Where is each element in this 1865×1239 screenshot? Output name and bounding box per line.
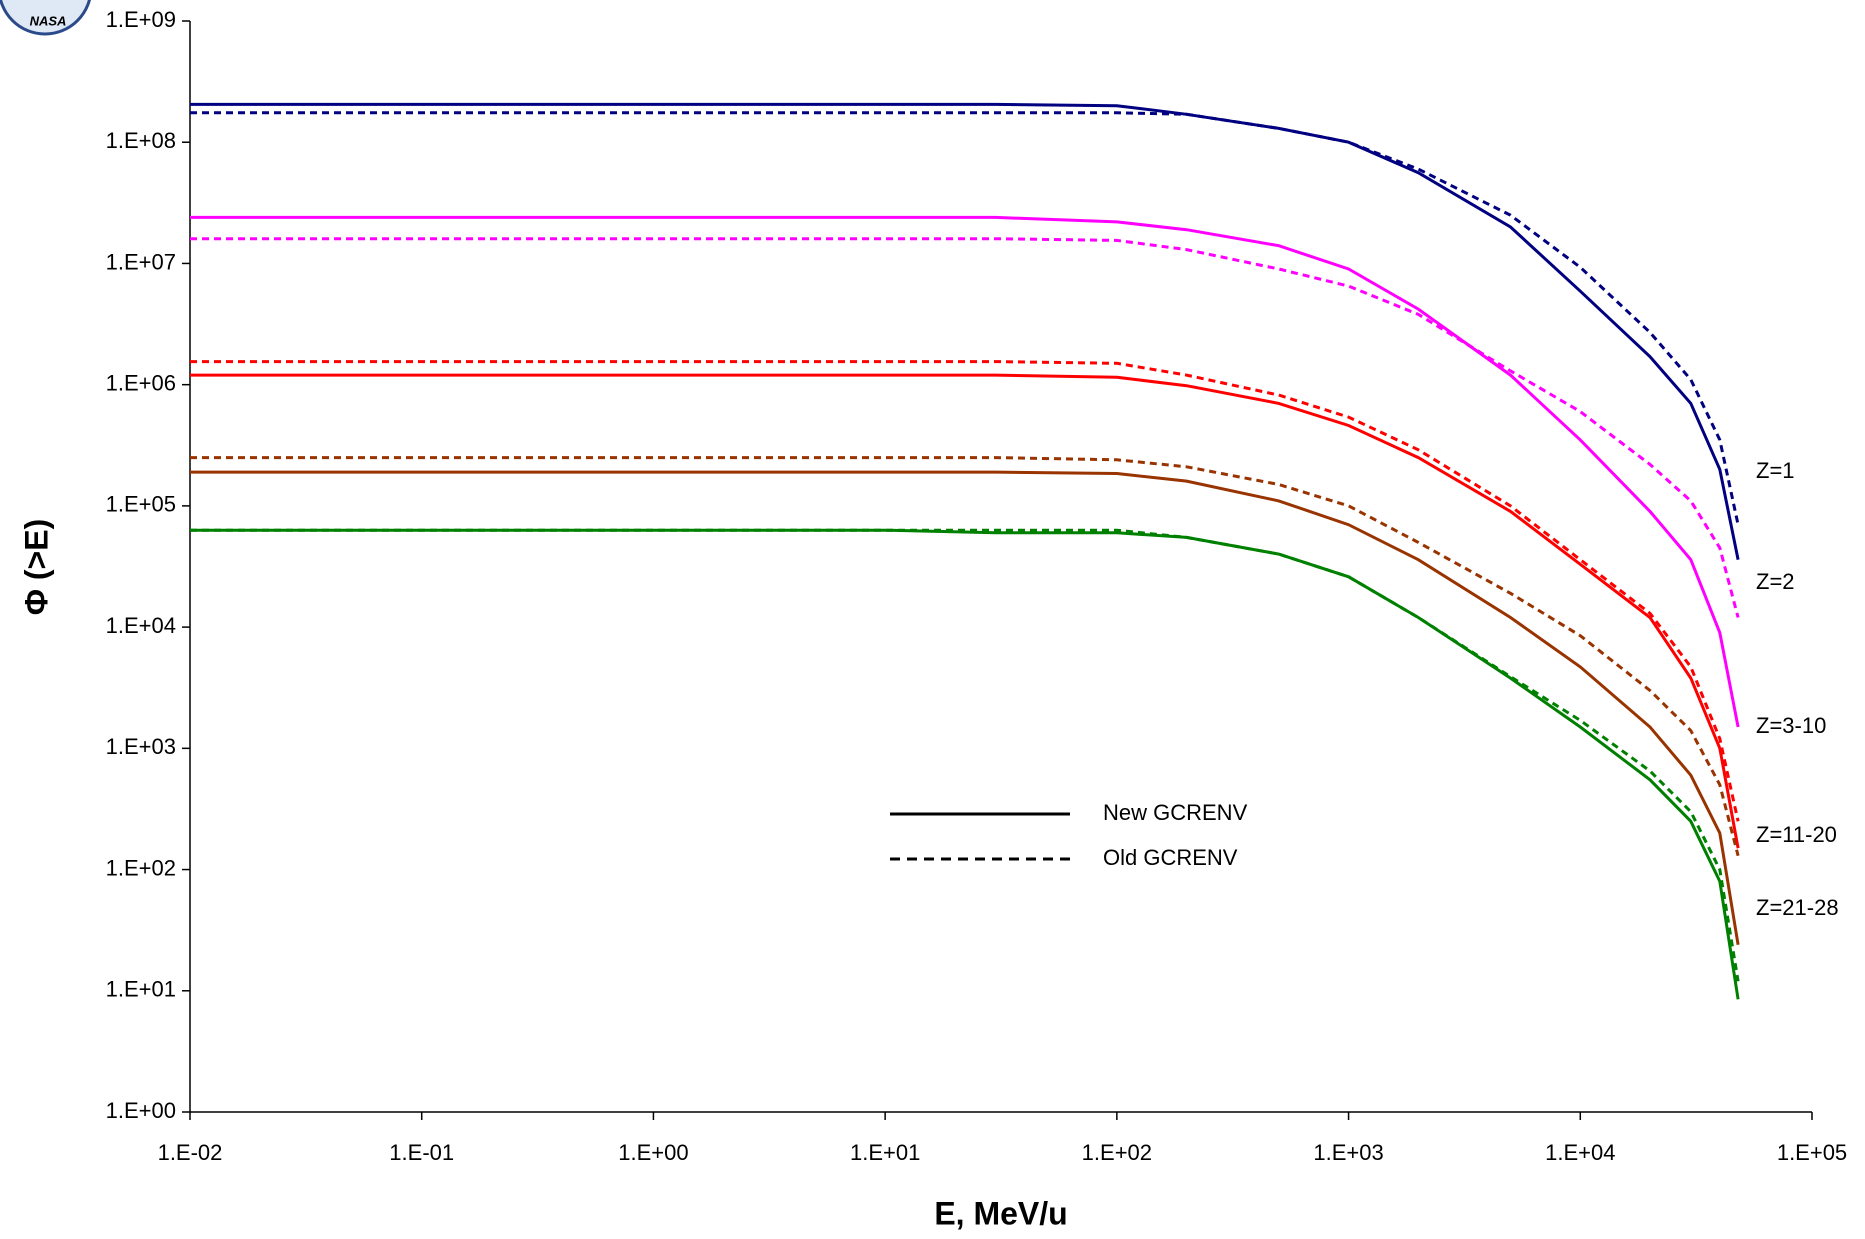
legend-label: Old GCRENV [1103,845,1238,870]
y-tick-label: 1.E+03 [106,734,176,759]
y-tick-label: 1.E+02 [106,855,176,880]
series-label: Z=2 [1756,569,1795,594]
x-tick-label: 1.E+03 [1313,1140,1383,1165]
x-tick-label: 1.E-01 [389,1140,454,1165]
logo-text: NASA [30,13,67,28]
x-tick-label: 1.E+02 [1082,1140,1152,1165]
series-label: Z=21-28 [1756,895,1839,920]
series-label: Z=3-10 [1756,713,1826,738]
y-tick-label: 1.E+01 [106,977,176,1002]
x-tick-label: 1.E+00 [618,1140,688,1165]
series-label: Z=1 [1756,458,1795,483]
y-tick-label: 1.E+07 [106,249,176,274]
logo-badge [0,0,91,36]
x-axis-title: E, MeV/u [934,1195,1067,1231]
x-tick-label: 1.E+05 [1777,1140,1847,1165]
series-line [190,111,1740,526]
series-line [190,528,1740,982]
series-line [190,470,1740,945]
y-tick-label: 1.E+08 [106,128,176,153]
y-tick-label: 1.E+09 [106,7,176,32]
logo: NASA [0,0,91,36]
y-tick-label: 1.E+00 [106,1098,176,1123]
x-tick-label: 1.E+01 [850,1140,920,1165]
series-line [190,102,1740,560]
series-line [190,528,1740,1000]
y-tick-label: 1.E+05 [106,492,176,517]
legend-label: New GCRENV [1103,800,1248,825]
x-tick-label: 1.E-02 [158,1140,223,1165]
y-tick-label: 1.E+04 [106,613,176,638]
series-line [190,456,1740,857]
x-tick-label: 1.E+04 [1545,1140,1615,1165]
y-tick-label: 1.E+06 [106,370,176,395]
series-line [190,373,1740,849]
series-line [190,215,1740,728]
series-label: Z=11-20 [1756,822,1837,847]
y-axis-title: Φ (>E) [18,519,54,616]
series-line [190,237,1740,618]
series-line [190,360,1740,822]
